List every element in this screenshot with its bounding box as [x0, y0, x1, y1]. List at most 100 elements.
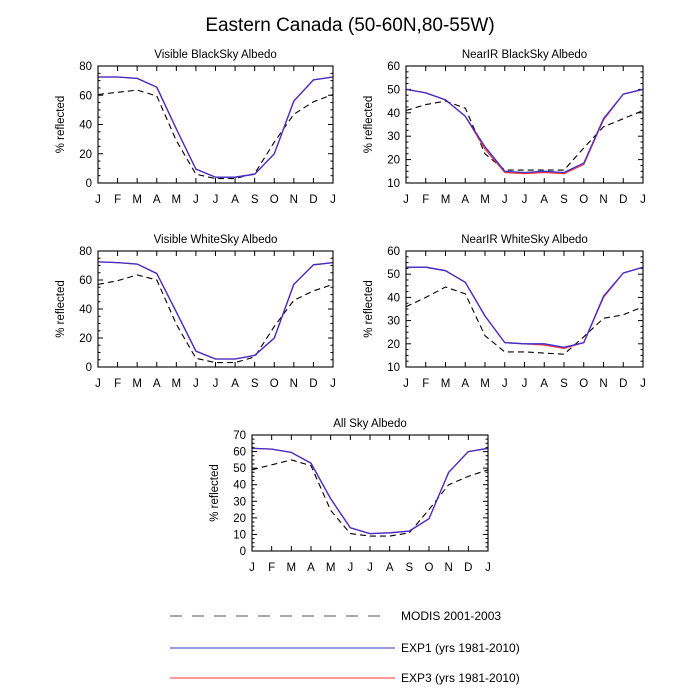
panel-nearir-blacksky-albedo: NearIR BlackSky Albedo % reflected 10 20 30 4… [363, 49, 646, 206]
x-tick-label: O [425, 562, 434, 574]
x-tick-label: D [309, 194, 317, 206]
x-tick-label: J [522, 194, 528, 206]
x-tick-label: A [153, 378, 161, 390]
x-tick-label: M [326, 562, 336, 574]
legend-item-modis: MODIS 2001-2003 [170, 609, 501, 623]
x-tick-label: O [270, 378, 279, 390]
x-tick-label: F [422, 194, 429, 206]
x-tick-label: M [441, 194, 451, 206]
x-tick-label: J [213, 194, 219, 206]
x-tick-label: N [290, 378, 298, 390]
plot-frame [97, 65, 334, 184]
x-tick-label: A [540, 194, 548, 206]
main-title: Eastern Canada (50-60N,80-55W) [205, 15, 494, 36]
x-tick-label: O [270, 194, 279, 206]
x-tick-label: D [464, 562, 472, 574]
y-tick-label: 60 [79, 275, 92, 287]
x-tick-label: J [502, 378, 508, 390]
y-tick-label: 80 [79, 246, 92, 258]
x-tick-label: J [213, 378, 219, 390]
y-tick-label: 70 [233, 430, 246, 442]
series-line-exp3 [406, 266, 644, 350]
x-tick-label: M [480, 194, 490, 206]
x-tick-label: A [231, 194, 239, 206]
y-tick-label: 20 [79, 149, 92, 161]
x-tick-label: N [445, 562, 453, 574]
legend-item-exp3: EXP3 (yrs 1981-2010) [170, 671, 520, 685]
x-tick-label: D [309, 378, 317, 390]
x-tick-label: A [307, 562, 315, 574]
panels: Visible BlackSky Albedo % reflected 0 20 40 6… [55, 49, 646, 574]
y-tick-label: 30 [387, 316, 400, 328]
panel-title: All Sky Albedo [333, 418, 407, 430]
plot-frame [405, 250, 644, 368]
x-tick-label: J [330, 378, 336, 390]
panel-title: Visible BlackSky Albedo [154, 49, 277, 61]
panel-visible-whitesky-albedo: Visible WhiteSky Albedo % reflected 0 20 40 6… [55, 234, 336, 390]
panel-title: NearIR BlackSky Albedo [462, 49, 587, 61]
series-line-exp1 [406, 266, 644, 348]
x-tick-label: J [640, 194, 646, 206]
y-axis-label: % reflected [209, 464, 221, 522]
x-tick-label: J [249, 562, 255, 574]
x-tick-label: M [287, 562, 297, 574]
y-tick-label: 20 [79, 333, 92, 345]
y-tick-label: 60 [387, 61, 400, 73]
y-tick-label: 0 [86, 178, 92, 190]
series-line-modis [97, 89, 334, 180]
y-axis-label: % reflected [363, 96, 375, 154]
x-tick-label: A [231, 378, 239, 390]
y-tick-label: 30 [387, 131, 400, 143]
legend-label: EXP1 (yrs 1981-2010) [401, 641, 520, 655]
plot-frame [405, 65, 644, 184]
panel-all-sky-albedo: All Sky Albedo % reflected 0 10 20 30 40 50 60 70… [209, 418, 491, 574]
x-tick-label: J [347, 562, 353, 574]
series-line-exp1 [405, 88, 644, 174]
x-tick-label: J [193, 378, 199, 390]
series-line-modis [97, 274, 334, 364]
legend: MODIS 2001-2003 EXP1 (yrs 1981-2010) EXP3 … [170, 609, 520, 685]
x-tick-label: A [386, 562, 394, 574]
panel-title: Visible WhiteSky Albedo [154, 234, 278, 246]
y-tick-label: 20 [233, 513, 246, 525]
y-tick-label: 50 [387, 269, 400, 281]
series-line-modis [251, 459, 489, 537]
x-tick-label: N [599, 194, 607, 206]
x-tick-label: O [579, 194, 588, 206]
x-tick-label: N [599, 378, 607, 390]
series-line-exp3 [97, 261, 334, 360]
x-tick-label: J [95, 378, 101, 390]
x-tick-label: A [540, 378, 548, 390]
x-tick-label: A [153, 194, 161, 206]
x-tick-label: N [290, 194, 298, 206]
x-tick-label: F [114, 378, 121, 390]
series-line-exp3 [405, 88, 644, 175]
x-tick-label: S [251, 194, 259, 206]
y-tick-label: 50 [387, 84, 400, 96]
x-tick-label: M [441, 378, 451, 390]
x-tick-label: D [619, 194, 627, 206]
x-tick-label: S [560, 378, 568, 390]
x-tick-label: S [251, 378, 259, 390]
x-tick-label: M [480, 378, 490, 390]
series-line-exp3 [98, 76, 334, 178]
x-tick-label: M [132, 194, 142, 206]
x-tick-label: J [367, 562, 373, 574]
y-tick-label: 60 [387, 246, 400, 258]
x-tick-label: J [522, 378, 528, 390]
legend-item-exp1: EXP1 (yrs 1981-2010) [170, 641, 520, 655]
x-tick-label: S [560, 194, 568, 206]
x-tick-label: J [502, 194, 508, 206]
y-tick-label: 60 [233, 447, 246, 459]
x-tick-label: F [268, 562, 275, 574]
y-tick-label: 80 [79, 61, 92, 73]
y-tick-label: 20 [387, 155, 400, 167]
y-tick-label: 40 [387, 108, 400, 120]
panel-visible-blacksky-albedo: Visible BlackSky Albedo % reflected 0 20 40 6… [55, 49, 336, 206]
x-tick-label: M [172, 378, 182, 390]
series-line-modis [405, 100, 644, 171]
y-tick-label: 10 [233, 529, 246, 541]
y-tick-label: 0 [240, 546, 246, 558]
x-tick-label: J [403, 378, 409, 390]
